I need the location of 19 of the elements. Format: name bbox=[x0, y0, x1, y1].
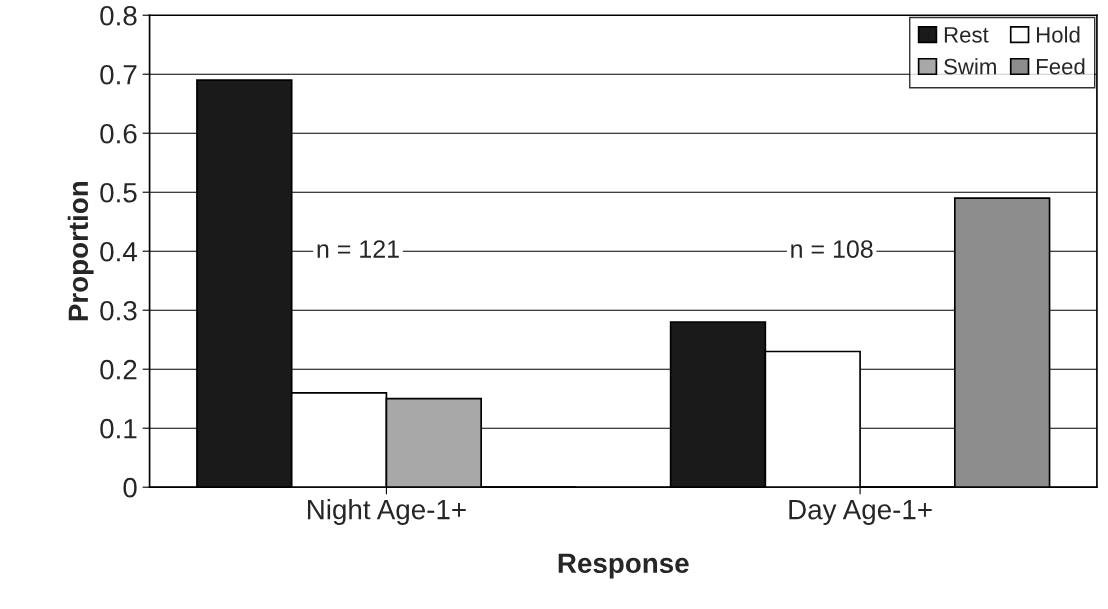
y-tick-label: 0.4 bbox=[100, 241, 137, 262]
x-tick-label: Night Age-1+ bbox=[308, 499, 466, 525]
y-tick-label: 0.7 bbox=[100, 64, 137, 85]
annotation: n = 121 bbox=[317, 240, 399, 258]
y-tick-label: 0.5 bbox=[100, 182, 137, 203]
legend-label: Swim bbox=[944, 58, 996, 75]
y-tick-label: 0.2 bbox=[100, 359, 137, 380]
y-tick-label: 0.8 bbox=[100, 5, 137, 26]
legend-label: Feed bbox=[1036, 58, 1085, 75]
y-tick-label: 0 bbox=[123, 477, 137, 498]
y-tick-label: 0.6 bbox=[100, 123, 137, 144]
y-tick-label: 0.3 bbox=[100, 300, 137, 321]
y-tick-label: 0.1 bbox=[100, 418, 137, 439]
legend-label: Rest bbox=[944, 27, 989, 43]
x-tick-label: Day Age-1+ bbox=[789, 500, 932, 525]
annotation: n = 108 bbox=[791, 240, 873, 258]
y-axis-title: Proportion bbox=[67, 181, 94, 321]
legend-label: Hold bbox=[1036, 26, 1080, 43]
x-axis-title: Response bbox=[558, 553, 689, 579]
